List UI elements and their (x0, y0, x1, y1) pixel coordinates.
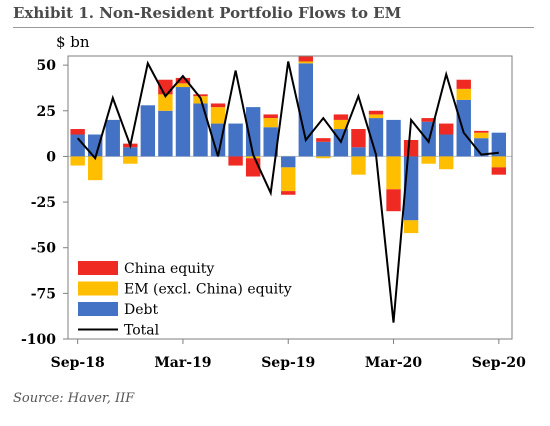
em-equity-bar (263, 118, 278, 128)
legend-em-equity-swatch (78, 281, 118, 296)
bar-layer (70, 56, 507, 234)
em-equity-bar (175, 83, 191, 88)
legend-total-label: Total (124, 323, 160, 339)
em-equity-bar (386, 156, 401, 190)
debt-bar (456, 99, 471, 157)
legend: China equity EM (excl. China) equity Debt T… (78, 261, 292, 339)
x-tick-label: Sep-19 (261, 355, 315, 371)
china-equity-bar (456, 79, 471, 89)
em-equity-bar (316, 156, 331, 159)
china-equity-bar (333, 114, 349, 120)
china-equity-bar (368, 110, 384, 115)
em-equity-bar (456, 88, 471, 100)
em-equity-bar (298, 61, 313, 64)
x-tick-label: Sep-20 (472, 355, 526, 371)
debt-bar (263, 127, 278, 157)
em-equity-bar (281, 167, 296, 192)
debt-bar (298, 63, 313, 157)
legend-debt-swatch (78, 302, 118, 316)
china-equity-bar (298, 56, 313, 62)
em-equity-bar (245, 156, 261, 159)
debt-bar (140, 105, 156, 157)
debt-bar (105, 119, 120, 157)
y-tick-label: -100 (21, 332, 56, 348)
em-equity-bar (368, 114, 384, 119)
em-equity-bar (438, 156, 454, 170)
china-equity-bar (386, 189, 401, 212)
china-equity-bar (228, 156, 243, 166)
y-tick-label: -25 (31, 195, 56, 211)
chart-title: Exhibit 1. Non-Resident Portfolio Flows … (13, 4, 402, 22)
y-tick-label: 50 (37, 58, 57, 74)
x-tick-label: Mar-19 (154, 355, 211, 371)
legend-china-equity-swatch (78, 261, 118, 275)
debt-bar (175, 87, 191, 157)
china-equity-bar (210, 103, 226, 108)
y-tick-label: 25 (37, 104, 56, 120)
china-equity-bar (403, 139, 419, 157)
china-equity-bar (193, 94, 208, 97)
y-tick-label: -50 (31, 241, 57, 257)
debt-bar (438, 134, 454, 157)
source-note: Source: Haver, IIF (13, 391, 135, 406)
axis-layer: 50 25 0 -25 -50 -75 -100 Sep-18 Mar-19 Sep-19 Mar-… (21, 55, 526, 371)
y-tick-label: -75 (31, 286, 56, 302)
em-equity-bar (351, 156, 366, 175)
em-equity-bar (491, 156, 507, 168)
y-axis-label: $ bn (56, 33, 90, 51)
em-equity-bar (70, 156, 85, 166)
debt-bar (316, 141, 331, 157)
line-layer (76, 60, 499, 323)
total-line (76, 60, 499, 323)
china-equity-bar (175, 77, 191, 84)
em-equity-bar (421, 156, 436, 164)
china-equity-bar (491, 167, 507, 175)
debt-bar (474, 138, 489, 157)
debt-bar (193, 103, 208, 157)
debt-bar (123, 147, 138, 157)
debt-bar (158, 110, 173, 157)
em-equity-bar (403, 220, 419, 234)
debt-bar (210, 123, 226, 157)
em-equity-bar (474, 132, 489, 139)
debt-bar (491, 132, 507, 157)
em-equity-bar (158, 94, 173, 111)
em-equity-bar (88, 156, 103, 181)
debt-bar (386, 119, 401, 157)
debt-bar (70, 134, 85, 157)
china-equity-bar (438, 123, 454, 135)
debt-bar (245, 107, 261, 157)
legend-debt-label: Debt (124, 302, 158, 318)
title-rule (13, 27, 534, 28)
em-equity-bar (210, 107, 226, 124)
x-tick-label: Mar-20 (365, 355, 422, 371)
legend-em-equity-label: EM (excl. China) equity (124, 282, 292, 298)
debt-bar (281, 156, 296, 168)
china-equity-bar (421, 118, 436, 122)
china-equity-bar (474, 130, 489, 133)
china-equity-bar (351, 129, 366, 148)
em-equity-bar (123, 156, 138, 164)
y-tick-label: 0 (46, 149, 56, 165)
china-equity-bar (316, 138, 331, 142)
china-equity-bar (281, 191, 296, 195)
legend-china-equity-label: China equity (124, 261, 214, 277)
debt-bar (88, 134, 103, 157)
x-tick-label: Sep-18 (51, 355, 105, 371)
em-equity-bar (333, 119, 349, 130)
debt-bar (351, 147, 366, 157)
china-equity-bar (70, 129, 85, 135)
plot-frame (67, 55, 513, 340)
china-equity-bar (263, 114, 278, 119)
debt-bar (228, 123, 243, 157)
debt-bar (368, 118, 384, 157)
